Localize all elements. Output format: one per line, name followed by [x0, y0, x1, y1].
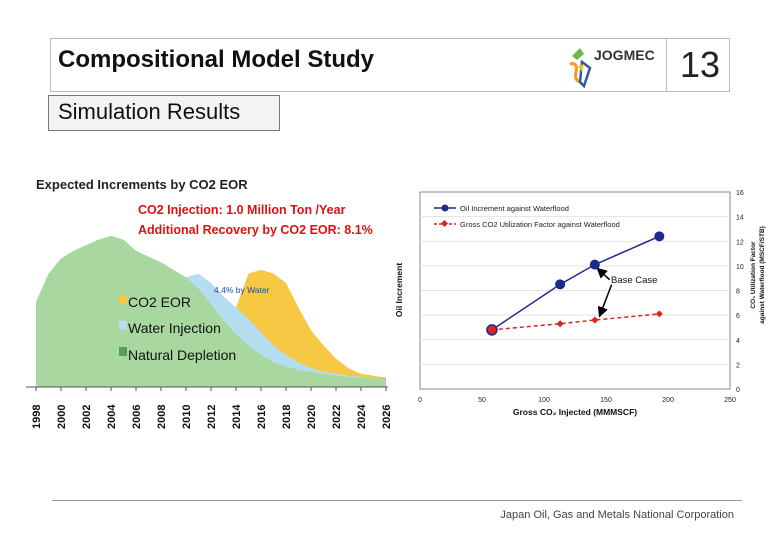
- logo-mark-blue: [578, 59, 592, 89]
- injection-x-tick-label: 0: [418, 397, 422, 404]
- injection-y2-label-2: against Waterflood (MSCF/STB): [759, 226, 766, 324]
- legend-label-water: Water Injection: [128, 320, 221, 336]
- co2-utilization-point: [655, 310, 663, 318]
- increments-x-tick-label: 2024: [356, 404, 368, 429]
- page-title: Compositional Model Study: [58, 46, 374, 73]
- legend-swatch-depletion: [119, 347, 127, 356]
- injection-x-tick-label: 150: [600, 397, 612, 404]
- injection-x-label: Gross CO₂ Injected (MMMSCF): [513, 407, 637, 417]
- base-case-label: Base Case: [611, 275, 657, 286]
- injection-chart: 0 2 4 6 8 10 12 14 16 0 50 100 150 200 250 Oil Increme…: [394, 190, 766, 417]
- legend-label-eor: CO2 EOR: [128, 294, 191, 310]
- increments-annotation-2: Additional Recovery by CO2 EOR: 8.1%: [138, 223, 373, 237]
- co2-utilization-point: [556, 320, 564, 328]
- oil-increment-point: [486, 324, 498, 336]
- legend-swatch-eor: [119, 295, 127, 304]
- base-case-arrow-upper: [596, 267, 611, 281]
- injection-y2-tick-label: 6: [736, 313, 740, 320]
- injection-y2-tick-label: 4: [736, 338, 740, 345]
- section-label: Simulation Results: [48, 95, 280, 131]
- base-case-arrow-lower: [597, 284, 613, 318]
- increments-x-tick-label: 1998: [31, 405, 43, 429]
- injection-y2-tick-label: 12: [736, 239, 744, 246]
- legend-oil-label: Oil Increment against Waterflood: [460, 204, 569, 213]
- page-number: 13: [679, 44, 721, 85]
- logo-mark-green: [572, 48, 584, 60]
- increments-x-tick-label: 2010: [181, 405, 193, 429]
- oil-increment-point: [589, 259, 600, 270]
- increments-x-tick-label: 2018: [281, 405, 293, 429]
- oil-increment-point: [555, 279, 566, 290]
- increments-x-tick-label: 2008: [156, 405, 168, 429]
- legend-co2-label: Gross CO2 Utilization Factor against Wat…: [460, 220, 620, 229]
- increments-title: Expected Increments by CO2 EOR: [36, 177, 248, 192]
- increments-x-tick-label: 2000: [56, 405, 68, 429]
- increments-x-tick-label: 2026: [381, 405, 390, 429]
- logo-divider: [666, 38, 667, 92]
- logo-mark-orange: [569, 62, 581, 84]
- increments-x-tick-label: 2012: [206, 405, 218, 429]
- footer-org: Japan Oil, Gas and Metals National Corpo…: [500, 509, 734, 521]
- injection-x-tick-label: 100: [538, 397, 550, 404]
- injection-y2-tick-label: 8: [736, 289, 740, 296]
- co2-utilization-line: [491, 313, 660, 331]
- injection-y2-tick-label: 10: [736, 264, 744, 271]
- header-frame: [50, 38, 730, 92]
- injection-y2-label-1: CO₂ Utilization Factor: [750, 241, 757, 309]
- legend-oil-marker: [441, 204, 449, 212]
- increments-chart: Expected Increments by CO2 EOR CO2 Injec…: [26, 177, 390, 429]
- logo-mark-yellow: [578, 64, 584, 72]
- logo-text: JOGMEC: [594, 47, 655, 63]
- injection-x-tick-label: 200: [662, 397, 674, 404]
- injection-y2-tick-label: 0: [736, 387, 740, 394]
- water-note: 4.4% by Water: [214, 285, 270, 295]
- increments-x-tick-label: 2022: [331, 405, 343, 429]
- injection-y2-tick-label: 2: [736, 362, 740, 369]
- jogmec-logo: JOGMEC: [569, 47, 655, 89]
- increments-x-tick-label: 2006: [131, 405, 143, 429]
- injection-x-tick-label: 250: [724, 397, 736, 404]
- legend-swatch-water: [119, 321, 127, 330]
- injection-grid: [420, 216, 730, 365]
- legend-label-depletion: Natural Depletion: [128, 347, 236, 363]
- increments-x-tick-label: 2016: [256, 405, 268, 429]
- injection-series: [486, 231, 665, 336]
- increments-x-tick-label: 2020: [306, 405, 318, 429]
- increments-x-tick-label: 2014: [231, 404, 243, 429]
- increments-x-ticks: 1998 2000 2002 2004 2006 2008 2010 2012 2014 2016…: [31, 387, 390, 429]
- injection-y-label: Oil Increment: [394, 263, 404, 317]
- legend-co2-marker: [440, 219, 449, 228]
- increments-annotation-1: CO2 Injection: 1.0 Million Ton /Year: [138, 203, 346, 217]
- oil-increment-line: [491, 235, 660, 331]
- injection-y2-tick-label: 16: [736, 190, 744, 197]
- footer-divider: [52, 500, 742, 501]
- injection-ticks: 0 2 4 6 8 10 12 14 16 0 50 100 150 200 250: [418, 190, 744, 404]
- injection-x-tick-label: 50: [478, 397, 486, 404]
- increments-x-tick-label: 2002: [81, 405, 93, 429]
- injection-y2-tick-label: 14: [736, 215, 744, 222]
- oil-increment-point: [654, 231, 665, 242]
- increments-areas: [36, 235, 386, 387]
- increments-x-tick-label: 2004: [106, 404, 118, 429]
